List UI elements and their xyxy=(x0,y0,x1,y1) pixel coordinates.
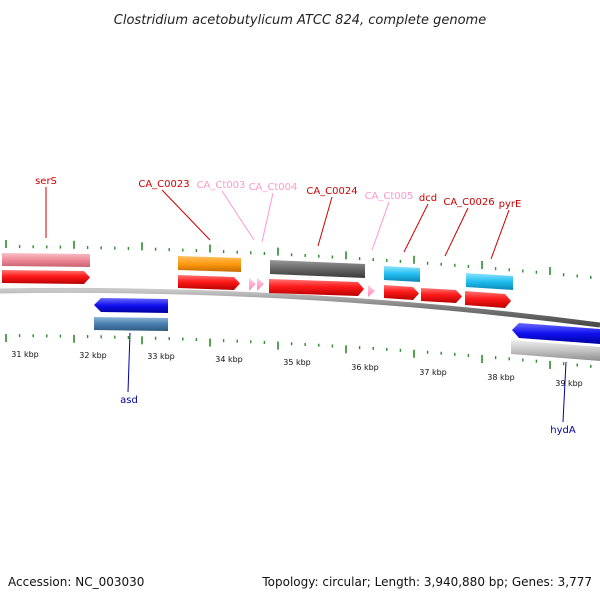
hydA-cds-arrow[interactable] xyxy=(512,323,600,344)
CA_Ct003-trna-arrow[interactable] xyxy=(249,278,256,291)
genome-backbone xyxy=(0,287,600,328)
pyrE-leader-line xyxy=(490,209,510,260)
asd-leader-line xyxy=(127,332,131,393)
reverse-features xyxy=(94,298,600,361)
dcd-leader-line xyxy=(403,203,429,253)
genome-summary-text: Topology: circular; Length: 3,940,880 bp… xyxy=(261,575,592,589)
gene-label-pyrE[interactable]: pyrE xyxy=(499,199,522,210)
gene-label-serS[interactable]: serS xyxy=(35,176,57,187)
CA_C0024-cds-arrow[interactable] xyxy=(269,279,364,296)
CA_Ct004-trna-arrow[interactable] xyxy=(257,278,264,291)
upper-tick-ring xyxy=(5,240,592,279)
gene-label-CA_Ct005[interactable]: CA_Ct005 xyxy=(365,191,414,202)
map-title: Clostridium acetobutylicum ATCC 824, com… xyxy=(114,13,486,28)
gene-label-CA_C0024[interactable]: CA_C0024 xyxy=(306,186,357,197)
gene-label-CA_C0026[interactable]: CA_C0026 xyxy=(443,197,494,208)
tick-label: 36 kbp xyxy=(351,363,379,372)
gene-label-dcd[interactable]: dcd xyxy=(419,193,437,204)
CA_C0026-leader-line xyxy=(444,207,469,257)
label-leaders xyxy=(45,187,567,423)
tick-label: 34 kbp xyxy=(215,355,243,364)
lower-tick-ring xyxy=(5,334,592,369)
asd-cds-arrow[interactable] xyxy=(94,298,168,313)
serS-rna-feature[interactable] xyxy=(2,253,90,267)
CA_C0024-gene-feature[interactable] xyxy=(270,260,365,278)
hydA-gene-feature[interactable] xyxy=(511,340,600,361)
tick-label: 38 kbp xyxy=(487,373,515,382)
CA_C0023-cds-arrow[interactable] xyxy=(178,275,240,290)
serS-cds-arrow[interactable] xyxy=(2,270,90,284)
asd-gene-feature[interactable] xyxy=(94,317,168,331)
gene-label-CA_C0023[interactable]: CA_C0023 xyxy=(138,179,189,190)
kbp-tick-labels: 31 kbp 32 kbp 33 kbp 34 kbp 35 kbp 36 kb… xyxy=(11,350,583,388)
forward-features xyxy=(2,253,513,308)
accession-text: Accession: NC_003030 xyxy=(8,575,144,589)
CA_C0023-gene-feature[interactable] xyxy=(178,256,241,272)
hydA-leader-line xyxy=(562,361,567,423)
tick-label: 33 kbp xyxy=(147,352,175,361)
gene-label-CA_Ct003[interactable]: CA_Ct003 xyxy=(197,180,246,191)
pyrE-cds-arrow[interactable] xyxy=(465,291,511,308)
CA_Ct005-trna-arrow[interactable] xyxy=(368,285,375,297)
CA_C0024-leader-line xyxy=(317,196,333,247)
tick-label: 39 kbp xyxy=(555,379,583,388)
CA_C0023-leader-line xyxy=(161,189,211,241)
gene-label-CA_Ct004[interactable]: CA_Ct004 xyxy=(249,182,298,193)
tick-label: 32 kbp xyxy=(79,351,107,360)
tick-label: 35 kbp xyxy=(283,358,311,367)
gene-label-asd[interactable]: asd xyxy=(120,395,138,406)
tick-label: 37 kbp xyxy=(419,368,447,377)
CA_Ct005-leader-line xyxy=(371,201,390,251)
CA_Ct004-leader-line xyxy=(261,192,274,243)
gene-labels: serS CA_C0023 CA_Ct003 CA_Ct004 CA_C0024… xyxy=(35,176,576,436)
tick-label: 31 kbp xyxy=(11,350,39,359)
gene-label-hydA[interactable]: hydA xyxy=(550,425,576,436)
CA_Ct003-leader-line xyxy=(221,190,255,241)
dcd-gene-feature[interactable] xyxy=(384,266,420,282)
pyrE-gene-feature[interactable] xyxy=(466,273,513,290)
dcd-cds-arrow[interactable] xyxy=(384,285,419,300)
CA_C0026-cds-arrow[interactable] xyxy=(421,288,462,303)
